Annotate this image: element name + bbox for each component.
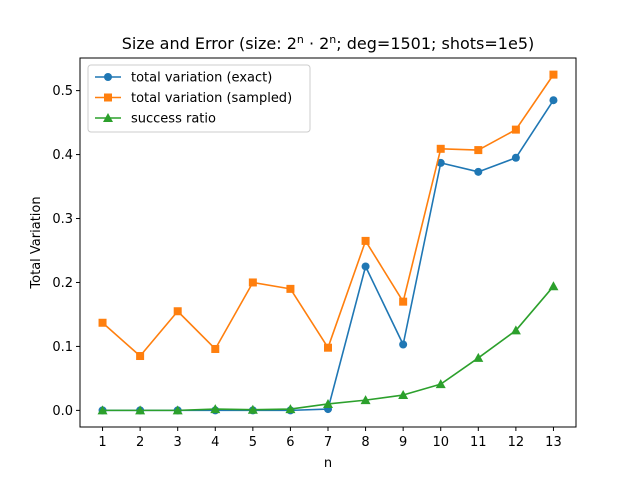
data-point <box>549 70 558 79</box>
data-point <box>360 395 371 405</box>
x-tick-label: 9 <box>399 435 407 450</box>
x-tick-label: 1 <box>98 435 106 450</box>
x-tick-label: 2 <box>136 435 144 450</box>
data-point <box>211 344 220 353</box>
legend-entry-label: total variation (exact) <box>131 71 272 86</box>
legend-marker <box>103 113 113 122</box>
x-tick-label: 13 <box>545 435 562 450</box>
data-point <box>247 404 258 414</box>
y-tick-label: 0.1 <box>52 340 73 355</box>
legend: total variation (exact) total variation (… <box>87 64 311 133</box>
y-tick-label: 0.5 <box>52 84 73 99</box>
data-point <box>399 297 408 306</box>
data-point <box>474 167 483 176</box>
x-tick-label: 7 <box>324 435 332 450</box>
y-axis-label: Total Variation <box>29 196 44 289</box>
y-tick-label: 0.2 <box>52 276 73 291</box>
data-point <box>510 325 521 335</box>
chart-title: Size and Error (size: 2n · 2n; deg=1501;… <box>122 33 535 53</box>
data-point <box>473 352 484 362</box>
plot-area: 1 2 3 4 5 6 7 8 9 10 11 12 130.00.10.20.30.40.5 <box>52 70 562 450</box>
x-tick-label: 5 <box>249 435 257 450</box>
data-point <box>549 96 558 105</box>
x-axis-label: n <box>324 456 332 471</box>
legend-marker <box>104 93 112 102</box>
x-tick-label: 3 <box>174 435 182 450</box>
data-point <box>248 278 257 287</box>
data-point <box>398 390 409 400</box>
data-point <box>324 343 332 352</box>
y-tick-label: 0.3 <box>52 212 73 227</box>
data-point <box>511 153 520 162</box>
data-point <box>97 405 108 415</box>
data-point <box>548 281 559 291</box>
x-tick-label: 4 <box>211 435 219 450</box>
data-point <box>436 144 445 153</box>
x-tick-label: 6 <box>286 435 294 450</box>
legend-marker <box>104 73 112 81</box>
data-point <box>474 146 483 155</box>
data-point <box>511 125 520 134</box>
data-point <box>323 398 333 408</box>
data-point <box>98 318 107 327</box>
data-point <box>172 405 183 415</box>
y-tick-label: 0.4 <box>52 148 73 163</box>
x-tick-label: 12 <box>508 435 525 450</box>
legend-entry-label: total variation (sampled) <box>131 91 292 106</box>
data-point <box>286 284 295 293</box>
legend-entry-label: success ratio <box>131 112 216 127</box>
data-point <box>436 158 445 167</box>
data-point <box>136 352 145 361</box>
data-point <box>173 307 182 316</box>
data-point <box>135 405 146 415</box>
x-tick-label: 8 <box>361 435 369 450</box>
data-point <box>285 404 296 414</box>
data-point <box>210 404 221 414</box>
data-point <box>435 379 446 389</box>
data-point <box>361 236 370 245</box>
data-point <box>399 340 408 349</box>
y-tick-label: 0.0 <box>52 404 73 419</box>
x-tick-label: 11 <box>470 435 487 450</box>
axes-frame <box>79 57 577 428</box>
data-point <box>361 262 370 271</box>
legend-frame <box>87 64 311 133</box>
x-tick-label: 10 <box>432 435 449 450</box>
